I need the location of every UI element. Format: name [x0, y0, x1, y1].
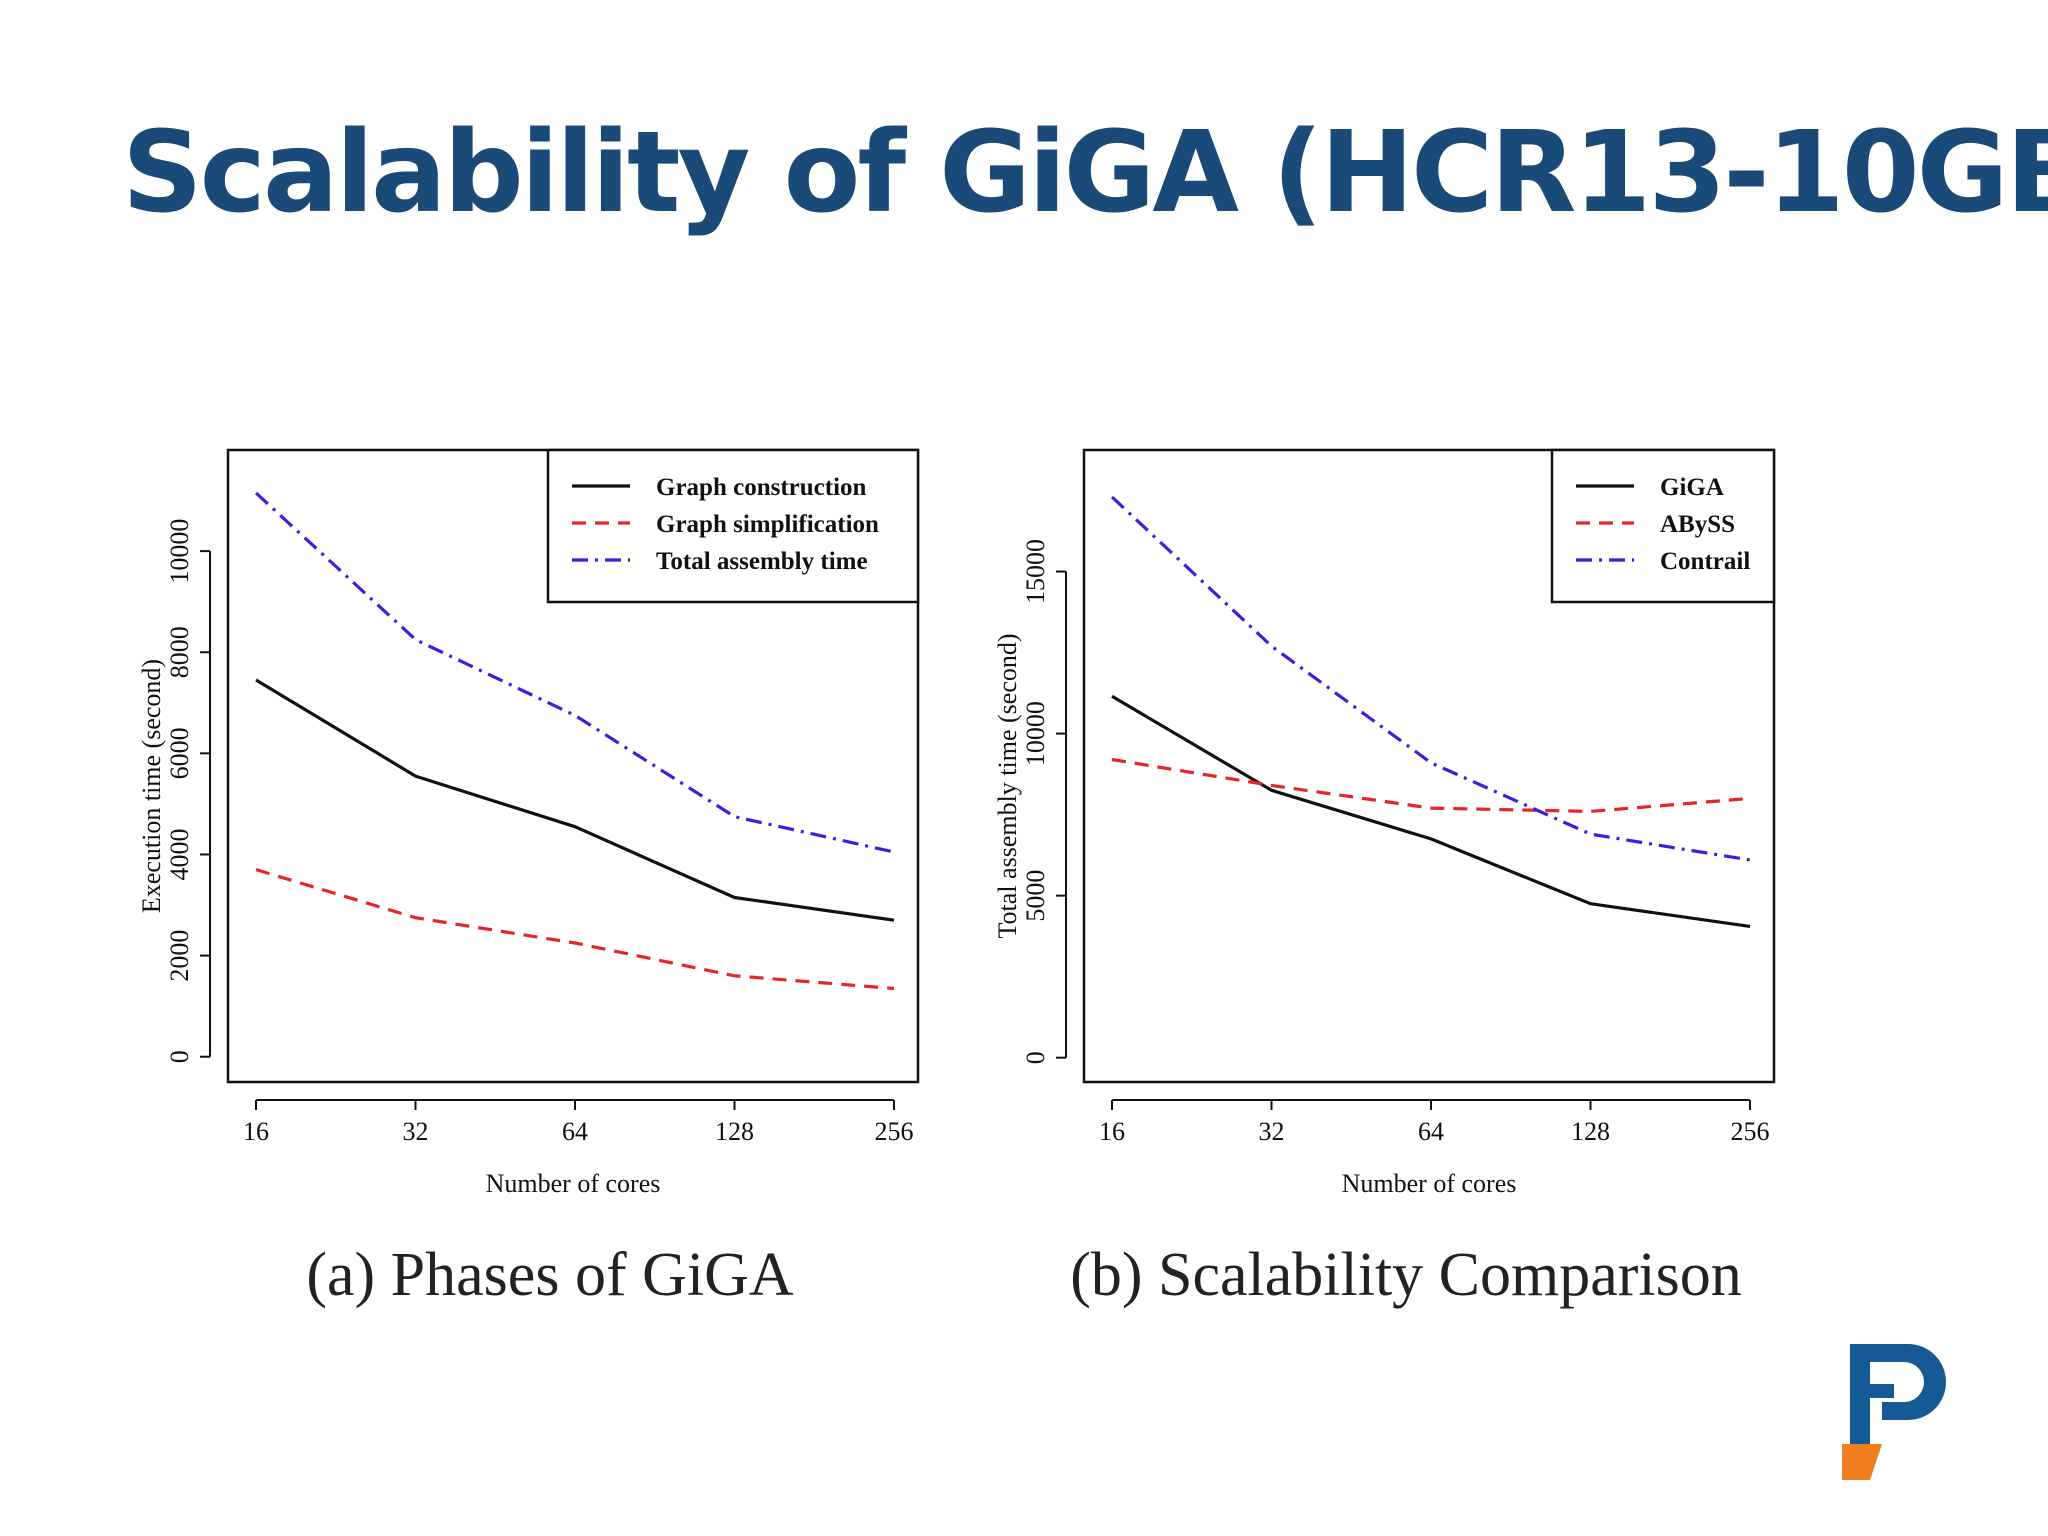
chart-phases-of-giga: 0 2000 4000 6000 8000 10000 16 32 64 128 256 Number… [137, 448, 920, 1198]
phases-y-tick-label: 4000 [165, 828, 194, 880]
phases-x-tick-label: 32 [403, 1117, 429, 1146]
phases-y-tick-label: 8000 [165, 626, 194, 678]
scalability-legend-label-giga: GiGA [1660, 474, 1724, 501]
phases-series-graph-simplification [255, 868, 895, 991]
university-logo [1842, 1344, 1946, 1480]
scalability-legend-label-contrail: Contrail [1660, 548, 1750, 575]
phases-x-tick-label: 64 [562, 1117, 588, 1146]
phases-y-tick-label: 10000 [165, 519, 194, 584]
chart-scalability-comparison: 0 5000 10000 15000 16 32 64 128 256 Number of cor… [993, 448, 1776, 1198]
phases-y-tick-label: 0 [165, 1050, 194, 1063]
caption-scalability-comparison: (b) Scalability Comparison [1070, 1241, 1742, 1309]
logo-stem [1850, 1344, 1870, 1468]
phases-legend-label-graph-simplification: Graph simplification [656, 511, 879, 538]
scalability-legend-label-abyss: ABySS [1660, 511, 1735, 538]
phases-x-axis-title: Number of cores [486, 1169, 661, 1198]
scalability-series-abyss [1111, 757, 1751, 813]
scalability-series-contrail [1110, 495, 1751, 862]
caption-phases-of-giga: (a) Phases of GiGA [306, 1241, 794, 1309]
scalability-y-tick-label: 15000 [1021, 539, 1050, 604]
scalability-x-tick-label: 16 [1099, 1117, 1125, 1146]
logo-bar [1870, 1384, 1894, 1398]
phases-x-tick-label: 128 [715, 1117, 754, 1146]
phases-legend-label-graph-construction: Graph construction [656, 474, 867, 501]
phases-legend-label-total-assembly-time: Total assembly time [656, 548, 868, 575]
scalability-y-tick-label: 5000 [1021, 870, 1050, 922]
scalability-legend-box [1550, 448, 1776, 604]
scalability-x-tick-label: 256 [1731, 1117, 1770, 1146]
scalability-legend: GiGA ABySS Contrail [1550, 448, 1776, 604]
scalability-x-axis-title: Number of cores [1342, 1169, 1517, 1198]
scalability-y-tick-label: 10000 [1021, 701, 1050, 766]
scalability-y-tick-label: 0 [1021, 1051, 1050, 1064]
scalability-x-tick-label: 128 [1571, 1117, 1610, 1146]
phases-y-axis-title: Execution time (second) [137, 659, 166, 913]
scalability-x-tick-label: 64 [1418, 1117, 1444, 1146]
scalability-x-tick-label: 32 [1259, 1117, 1285, 1146]
logo-accent [1842, 1444, 1882, 1480]
phases-y-tick-label: 2000 [165, 930, 194, 982]
phases-y-tick-label: 6000 [165, 727, 194, 779]
phases-x-tick-label: 16 [243, 1117, 269, 1146]
phases-legend: Graph construction Graph simplification To… [546, 448, 920, 604]
phases-series-graph-construction [255, 678, 895, 922]
scalability-plot-frame [1082, 448, 1776, 1084]
slide-title: Scalability of GiGA (HCR13-10GB) [122, 108, 2048, 238]
logo-bowl [1870, 1344, 1946, 1420]
phases-legend-box [546, 448, 920, 604]
scalability-series-giga [1111, 694, 1751, 928]
phases-x-tick-label: 256 [875, 1117, 914, 1146]
scalability-y-axis-title: Total assembly time (second) [993, 633, 1022, 938]
phases-series-total-assembly-time [254, 491, 895, 854]
